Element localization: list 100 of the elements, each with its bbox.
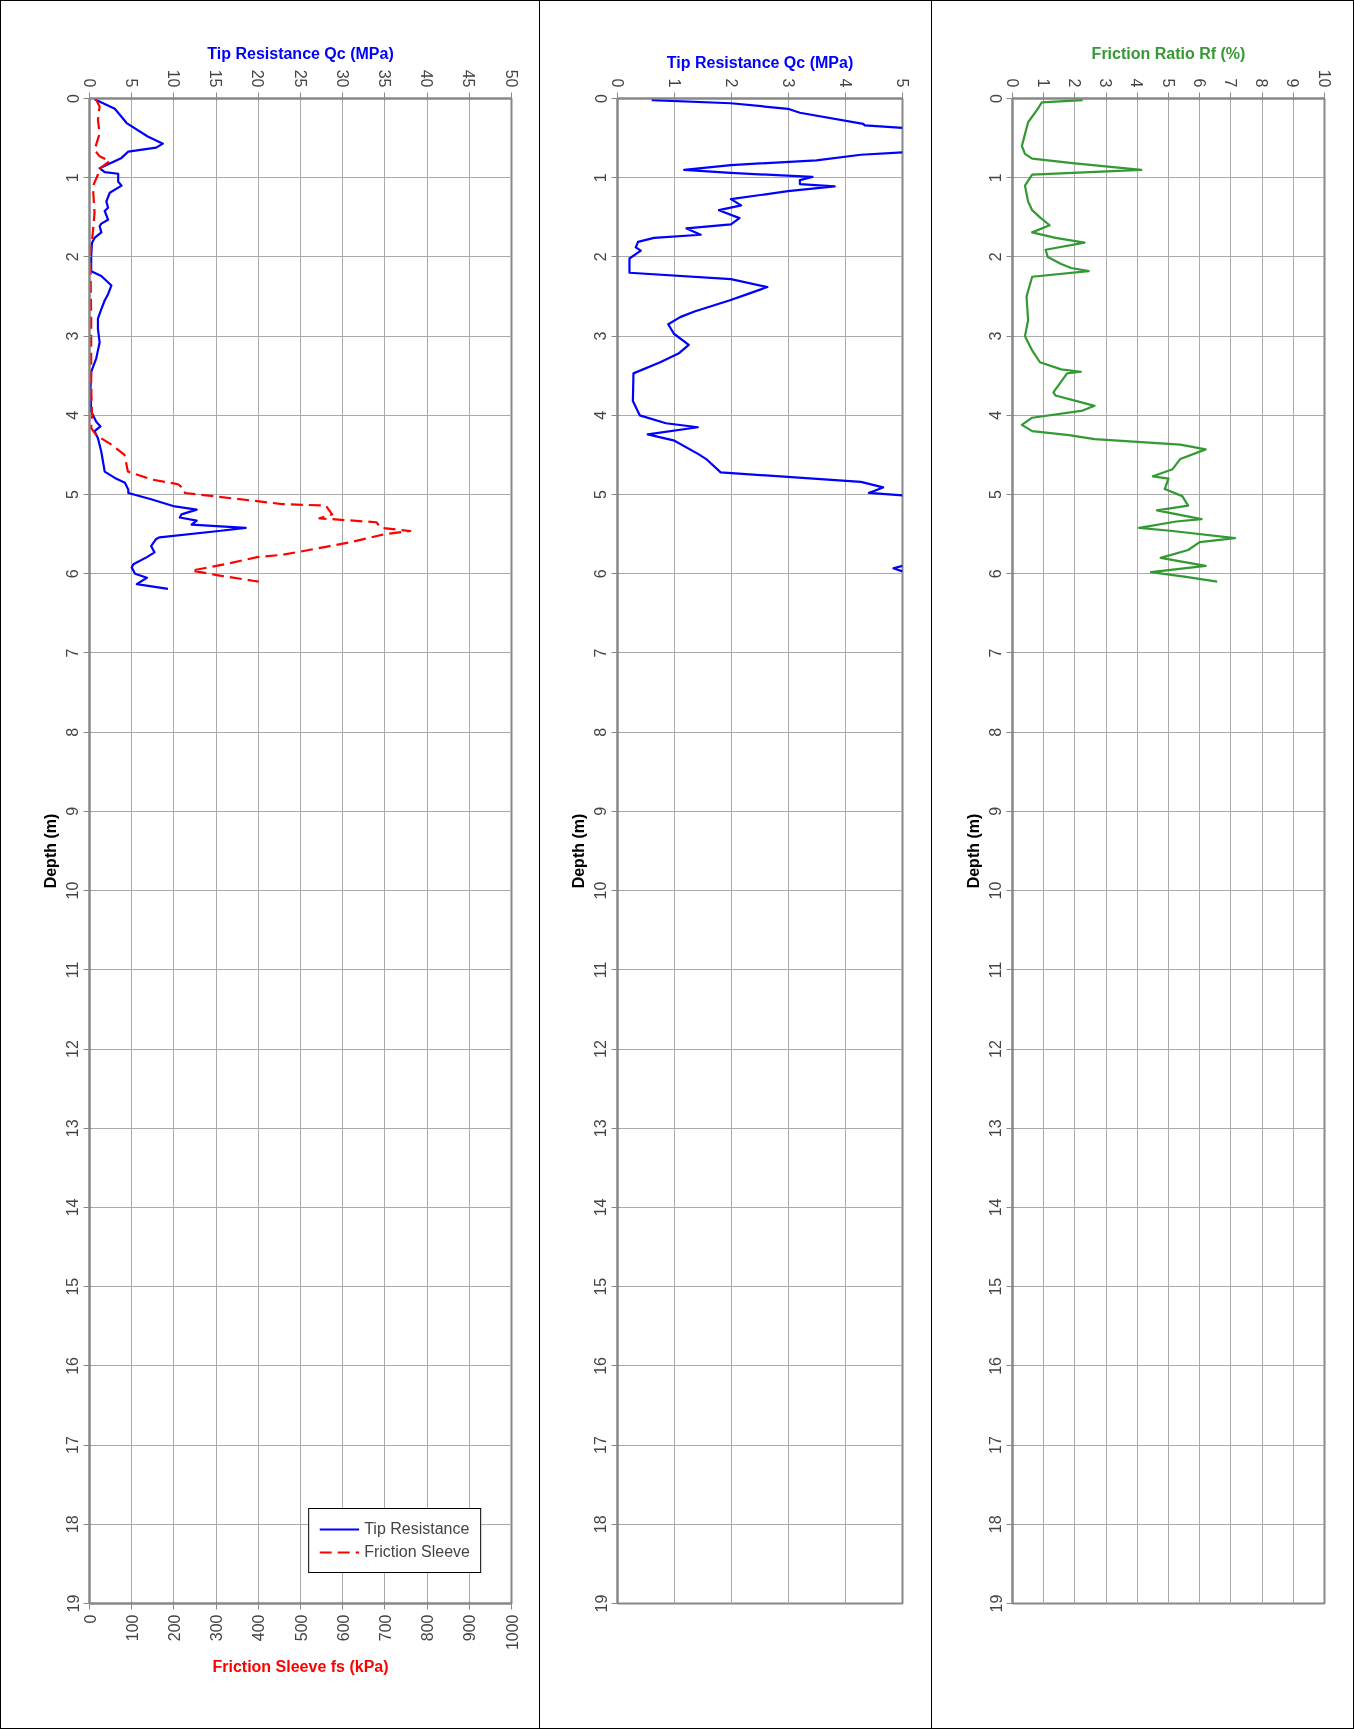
y-tick-label: 4 — [987, 410, 1005, 420]
x-tick-label: 7 — [1221, 78, 1239, 88]
y-tick-label: 12 — [64, 1040, 82, 1058]
y-tick-label: 0 — [987, 93, 1005, 103]
y-tick-label: 11 — [592, 961, 610, 979]
x-tick-label: 4 — [1128, 78, 1146, 88]
x2-axis-title: Tip Resistance Qc (MPa) — [207, 44, 394, 62]
x2-tick-label: 35 — [375, 69, 393, 88]
y-tick-label: 11 — [64, 961, 82, 979]
y-tick-label: 2 — [592, 252, 610, 262]
y-tick-label: 13 — [592, 1119, 610, 1138]
x2-tick-label: 45 — [460, 69, 478, 88]
y-tick-label: 9 — [592, 806, 610, 816]
x-tick-label: 4 — [836, 78, 854, 88]
x-tick-label: 100 — [123, 1614, 141, 1642]
x-tick-label: 700 — [376, 1614, 394, 1642]
x-tick-label: 500 — [292, 1614, 310, 1642]
y-axis-title: Depth (m) — [964, 813, 982, 889]
x-tick-label: 9 — [1284, 78, 1302, 88]
line-series — [89, 98, 412, 583]
y-tick-label: 0 — [592, 93, 610, 103]
y-tick-label: 0 — [64, 93, 82, 103]
y-tick-label: 4 — [64, 410, 82, 420]
x-tick-label: 10 — [1315, 69, 1333, 88]
y-tick-label: 15 — [592, 1277, 610, 1296]
y-tick-label: 17 — [592, 1436, 610, 1454]
y-tick-label: 12 — [592, 1040, 610, 1058]
y-tick-label: 16 — [987, 1356, 1005, 1375]
y-tick-label: 19 — [987, 1594, 1005, 1613]
y-tick-label: 19 — [592, 1594, 610, 1613]
y-tick-label: 9 — [987, 806, 1005, 816]
y-tick-label: 8 — [592, 727, 610, 737]
y-tick-label: 3 — [64, 331, 82, 341]
x-tick-label: 200 — [165, 1614, 183, 1642]
y-tick-label: 17 — [64, 1436, 82, 1454]
x2-tick-label: 50 — [502, 69, 520, 88]
legend-label: Friction Sleeve — [364, 1543, 470, 1561]
y-tick-label: 1 — [64, 173, 82, 183]
y-tick-label: 5 — [64, 490, 82, 499]
y-tick-label: 4 — [592, 410, 610, 420]
x-axis-title: Tip Resistance Qc (MPa) — [666, 53, 854, 71]
y-tick-label: 17 — [987, 1436, 1005, 1454]
y-tick-label: 19 — [64, 1594, 82, 1613]
y-tick-label: 14 — [592, 1198, 610, 1217]
x-tick-label: 5 — [1159, 78, 1177, 88]
y-tick-label: 11 — [987, 961, 1005, 979]
y-tick-label: 18 — [987, 1515, 1005, 1534]
y-tick-label: 13 — [64, 1119, 82, 1138]
x-tick-label: 3 — [779, 78, 797, 88]
x-tick-label: 0 — [1003, 78, 1021, 88]
line-series — [1020, 98, 1237, 583]
y-tick-label: 18 — [592, 1515, 610, 1534]
y-tick-label: 5 — [592, 490, 610, 499]
y-tick-label: 7 — [64, 648, 82, 658]
y-axis-title: Depth (m) — [41, 813, 59, 889]
y-tick-label: 2 — [987, 252, 1005, 262]
y-tick-label: 15 — [64, 1277, 82, 1296]
y-tick-label: 14 — [64, 1198, 82, 1217]
x-tick-label: 300 — [208, 1614, 226, 1642]
y-tick-label: 7 — [592, 648, 610, 658]
x2-tick-label: 40 — [418, 69, 436, 88]
x-tick-label: 5 — [893, 78, 911, 88]
y-tick-label: 16 — [64, 1356, 82, 1375]
x-axis-title: Friction Sleeve fs (kPa) — [212, 1658, 389, 1676]
x-axis-title: Friction Ratio Rf (%) — [1091, 44, 1246, 62]
y-tick-label: 2 — [64, 252, 82, 262]
y-tick-label: 10 — [987, 881, 1005, 900]
x-tick-label: 1 — [665, 78, 683, 88]
y-tick-label: 6 — [592, 569, 610, 579]
y-tick-label: 8 — [64, 727, 82, 737]
y-tick-label: 10 — [64, 881, 82, 900]
x2-tick-label: 20 — [249, 69, 267, 88]
x-tick-label: 2 — [722, 78, 740, 88]
x-tick-label: 0 — [81, 1614, 99, 1624]
x-tick-label: 1 — [1034, 78, 1052, 88]
y-tick-label: 12 — [987, 1040, 1005, 1058]
x2-tick-label: 25 — [291, 69, 309, 88]
x-tick-label: 6 — [1190, 78, 1208, 88]
x-tick-label: 8 — [1253, 78, 1271, 88]
y-tick-label: 10 — [592, 881, 610, 900]
y-tick-label: 9 — [64, 806, 82, 816]
x-tick-label: 900 — [461, 1614, 479, 1642]
y-tick-label: 7 — [987, 648, 1005, 658]
y-tick-label: 18 — [64, 1515, 82, 1534]
x2-tick-label: 30 — [333, 69, 351, 88]
x-tick-label: 2 — [1065, 78, 1083, 88]
y-tick-label: 14 — [987, 1198, 1005, 1217]
y-tick-label: 1 — [592, 173, 610, 183]
y-tick-label: 1 — [987, 173, 1005, 183]
y-tick-label: 5 — [987, 490, 1005, 499]
x-tick-label: 400 — [250, 1614, 268, 1642]
y-tick-label: 6 — [987, 569, 1005, 579]
x-tick-label: 3 — [1097, 78, 1115, 88]
y-tick-label: 3 — [592, 331, 610, 341]
legend-label: Tip Resistance — [364, 1520, 470, 1538]
x-tick-label: 1000 — [503, 1614, 521, 1651]
y-tick-label: 6 — [64, 569, 82, 579]
x-tick-label: 800 — [419, 1614, 437, 1642]
x-tick-label: 600 — [334, 1614, 352, 1642]
y-tick-label: 16 — [592, 1356, 610, 1375]
